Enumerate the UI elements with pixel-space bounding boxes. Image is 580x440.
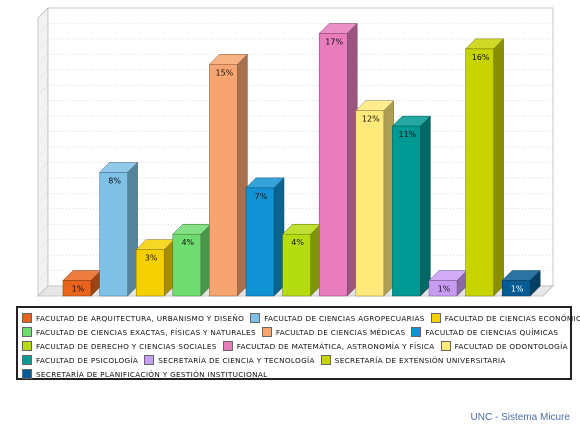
legend-swatch bbox=[250, 313, 261, 323]
legend-label: Facultad de Derecho y Ciencias Sociales bbox=[36, 341, 217, 351]
legend-swatch bbox=[22, 327, 32, 337]
legend-swatch bbox=[22, 341, 32, 351]
legend-item: Facultad de Ciencias Agropecuarias bbox=[250, 313, 425, 323]
legend-label: Facultad de Odontología bbox=[454, 341, 568, 351]
legend-item: Facultad de Psicología bbox=[22, 355, 138, 365]
legend-item: Secretaría de Ciencia y Tecnología bbox=[144, 355, 315, 365]
bar-chart: 1% 8% 3% 4% 15% 7% 4% 17% 12% 11% 1% 16% 1% bbox=[37, 7, 554, 297]
legend-swatch bbox=[22, 313, 32, 323]
bar-data-label: 1% bbox=[511, 285, 524, 294]
bar bbox=[428, 280, 458, 297]
bar bbox=[99, 172, 128, 297]
legend-label: Secretaría de Extensión Universitaria bbox=[334, 355, 506, 365]
legend-label: Facultad de Ciencias Químicas bbox=[425, 327, 559, 337]
legend-item: Facultad de Matemática, Astronomía y Fís… bbox=[222, 341, 435, 351]
legend-item: Facultad de Ciencias Exactas, Físicas y … bbox=[22, 327, 256, 337]
bar-data-label: 8% bbox=[108, 176, 121, 185]
bar-data-label: 11% bbox=[399, 130, 417, 139]
bar bbox=[501, 280, 531, 297]
legend-swatch bbox=[411, 327, 422, 337]
legend-item: Facultad de Ciencias Químicas bbox=[411, 327, 558, 337]
legend-label: Facultad de Ciencias Agropecuarias bbox=[264, 313, 425, 323]
legend-label: Facultad de Ciencias Económicas bbox=[444, 313, 580, 323]
bar-data-label: 15% bbox=[216, 68, 234, 77]
bar bbox=[392, 125, 421, 297]
bar-data-label: 17% bbox=[325, 37, 343, 46]
legend-item: Secretaría de Extensión Universitaria bbox=[320, 355, 506, 365]
bar bbox=[209, 64, 238, 297]
bar-side bbox=[493, 38, 504, 297]
legend-label: Secretaría de Planificación y Gestión In… bbox=[36, 369, 268, 379]
bar-data-label: 16% bbox=[472, 53, 490, 62]
legend-label: Facultad de Ciencias Exactas, Físicas y … bbox=[36, 327, 256, 337]
bar-data-label: 4% bbox=[291, 238, 304, 247]
legend-item: Facultad de Derecho y Ciencias Sociales bbox=[22, 341, 217, 351]
bar bbox=[135, 249, 165, 297]
legend-row: Facultad de Arquitectura, Urbanismo y Di… bbox=[22, 311, 580, 325]
legend-item: Facultad de Ciencias Médicas bbox=[261, 327, 406, 337]
bar-data-label: 12% bbox=[362, 115, 380, 124]
legend-swatch bbox=[22, 355, 32, 365]
bar bbox=[62, 280, 92, 297]
legend-swatch bbox=[320, 355, 331, 365]
legend-item: Secretaría de Planificación y Gestión In… bbox=[22, 369, 268, 379]
chart-legend: Facultad de Arquitectura, Urbanismo y Di… bbox=[16, 306, 580, 381]
bar bbox=[318, 33, 348, 297]
bar bbox=[465, 48, 494, 297]
bar bbox=[355, 110, 385, 297]
legend-swatch bbox=[22, 369, 32, 379]
bar-data-label: 7% bbox=[255, 192, 268, 201]
bar-data-label: 1% bbox=[72, 285, 85, 294]
bar bbox=[282, 233, 311, 297]
legend-swatch bbox=[261, 327, 272, 337]
footer-credit: UNC - Sistema Micure bbox=[470, 412, 570, 423]
legend-label: Facultad de Arquitectura, Urbanismo y Di… bbox=[36, 313, 245, 323]
legend-row: Secretaría de Planificación y Gestión In… bbox=[22, 367, 566, 381]
legend-item: Facultad de Ciencias Económicas bbox=[430, 313, 580, 323]
legend-label: Facultad de Matemática, Astronomía y Fís… bbox=[236, 341, 435, 351]
legend-row: Facultad de Ciencias Exactas, Físicas y … bbox=[22, 325, 566, 339]
legend-item: Facultad de Odontología bbox=[440, 341, 568, 351]
legend-swatch bbox=[222, 341, 233, 351]
legend-row: Facultad de Derecho y Ciencias Sociales F… bbox=[22, 339, 568, 353]
legend-swatch bbox=[144, 355, 155, 365]
legend-label: Facultad de Psicología bbox=[36, 355, 139, 365]
legend-label: Secretaría de Ciencia y Tecnología bbox=[158, 355, 315, 365]
bar bbox=[245, 187, 275, 297]
legend-item: Facultad de Arquitectura, Urbanismo y Di… bbox=[22, 313, 244, 323]
chart-side-wall bbox=[37, 7, 49, 297]
bar-side bbox=[420, 115, 431, 297]
bar-data-label: 1% bbox=[438, 285, 451, 294]
legend-row: Facultad de Psicología Secretaría de Cien… bbox=[22, 353, 566, 367]
bar bbox=[172, 233, 202, 297]
bar-data-label: 3% bbox=[145, 254, 158, 263]
legend-label: Facultad de Ciencias Médicas bbox=[275, 327, 406, 337]
legend-swatch bbox=[440, 341, 451, 351]
legend-swatch bbox=[430, 313, 441, 323]
bar-data-label: 4% bbox=[181, 238, 194, 247]
